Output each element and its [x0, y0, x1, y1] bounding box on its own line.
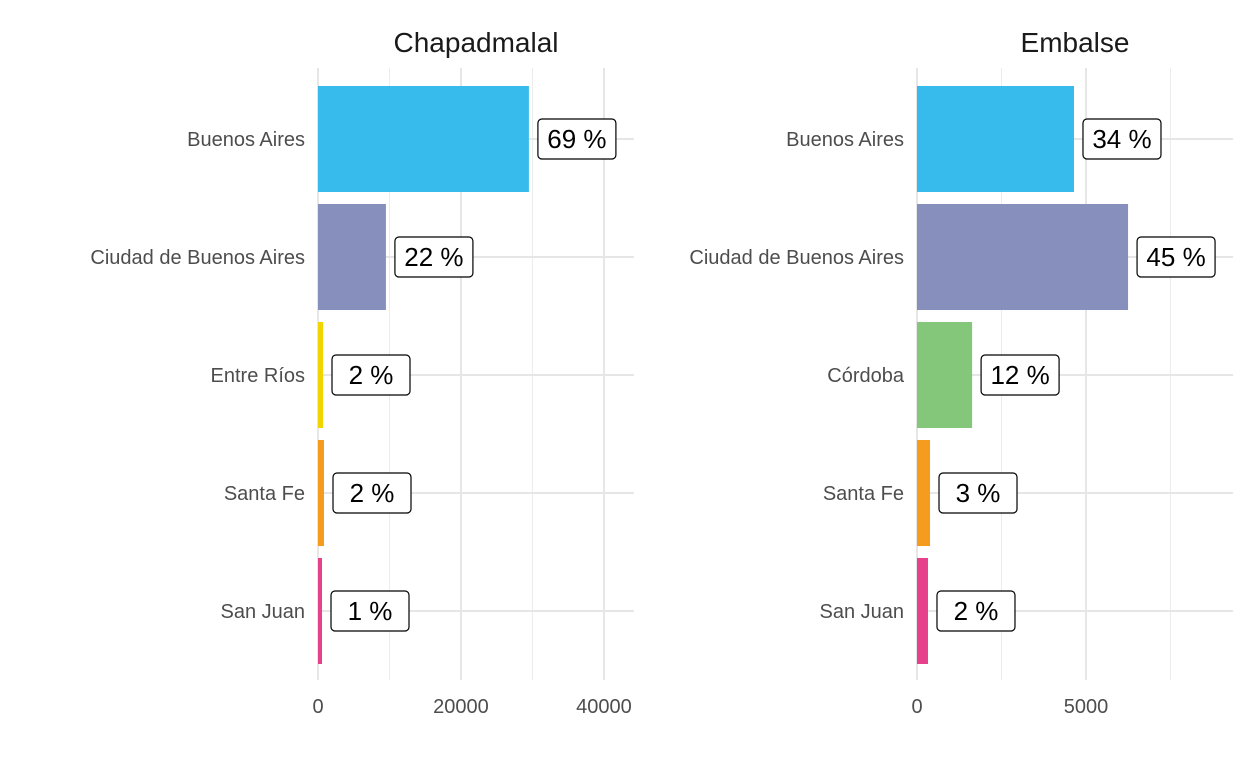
data-label-box	[330, 590, 410, 632]
panel-title: Embalse	[1021, 27, 1130, 58]
x-tick-label: 0	[312, 696, 323, 718]
y-tick-label: Córdoba	[827, 365, 905, 387]
bar	[917, 204, 1129, 310]
bar	[917, 440, 931, 546]
panel-chapadmalal: Chapadmalal 0 20000 40000 Buenos Aires 69 % Ci…	[90, 27, 634, 718]
x-tick-label: 40000	[576, 696, 632, 718]
data-label: 3 %	[956, 478, 1001, 508]
data-label: 22 %	[404, 242, 463, 272]
data-label: 2 %	[350, 478, 395, 508]
data-label-box	[1082, 118, 1162, 160]
y-tick-label: Santa Fe	[224, 483, 305, 505]
panel-title: Chapadmalal	[394, 27, 559, 58]
bar	[917, 86, 1074, 192]
data-label: 2 %	[349, 360, 394, 390]
data-label: 69 %	[547, 124, 606, 154]
bar	[318, 558, 323, 664]
bar	[318, 204, 386, 310]
data-label-box	[1136, 236, 1216, 278]
y-tick-label: Ciudad de Buenos Aires	[90, 247, 305, 269]
bar	[318, 440, 325, 546]
panel-embalse: Embalse 0 5000 Buenos Aires 34 % Ciudad de Bu…	[689, 27, 1233, 718]
x-tick-label: 20000	[433, 696, 489, 718]
data-label-box	[537, 118, 617, 160]
x-tick-label: 0	[911, 696, 922, 718]
x-tick-label: 5000	[1064, 696, 1109, 718]
y-tick-label: San Juan	[220, 601, 305, 623]
data-label: 12 %	[990, 360, 1049, 390]
y-tick-label: Santa Fe	[823, 483, 904, 505]
data-label-box	[331, 354, 411, 396]
bar	[318, 322, 324, 428]
y-tick-label: Entre Ríos	[211, 365, 305, 387]
y-tick-label: San Juan	[819, 601, 904, 623]
bar	[318, 86, 529, 192]
data-label: 34 %	[1092, 124, 1151, 154]
y-tick-label: Buenos Aires	[187, 129, 305, 151]
data-label-box	[332, 472, 412, 514]
y-tick-label: Buenos Aires	[786, 129, 904, 151]
y-tick-label: Ciudad de Buenos Aires	[689, 247, 904, 269]
bar	[917, 558, 928, 664]
data-label-box	[936, 590, 1016, 632]
data-label: 45 %	[1146, 242, 1205, 272]
data-label: 1 %	[348, 596, 393, 626]
data-label-box	[980, 354, 1060, 396]
data-label-box	[394, 236, 474, 278]
data-label: 2 %	[954, 596, 999, 626]
bar	[917, 322, 973, 428]
data-label-box	[938, 472, 1018, 514]
